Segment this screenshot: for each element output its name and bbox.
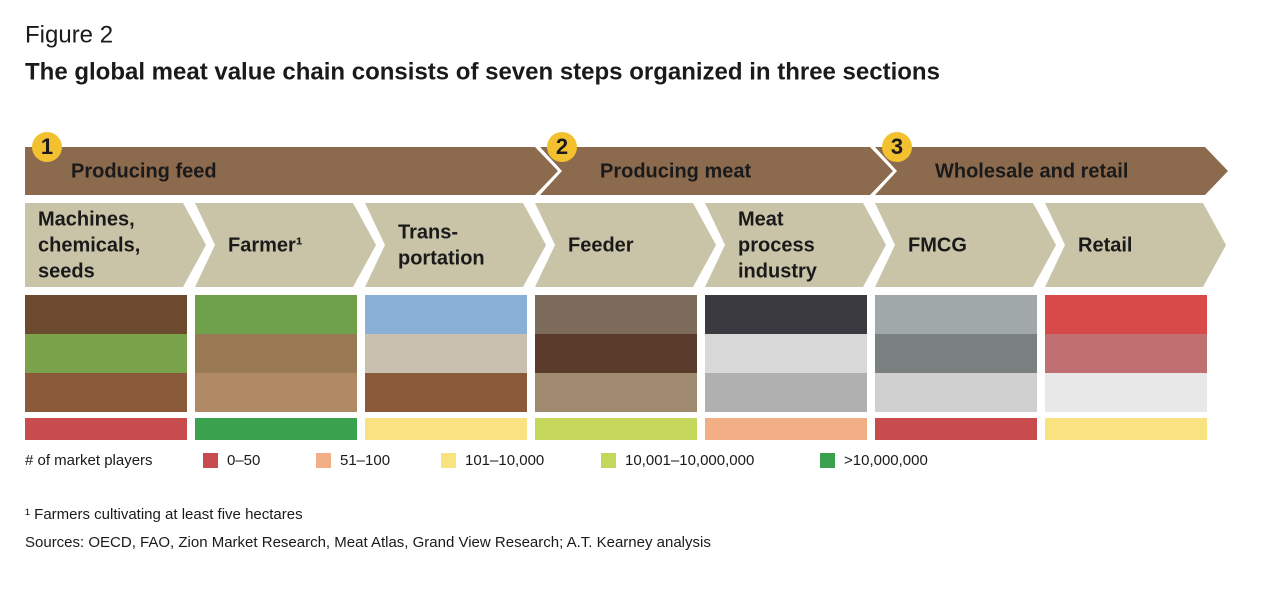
- legend-label: 10,001–10,000,000: [625, 452, 754, 469]
- section-number: 1: [41, 134, 53, 159]
- step-label: portation: [398, 247, 485, 269]
- legend-swatch: [601, 453, 616, 468]
- step-photo: [1045, 334, 1207, 373]
- section-label: Wholesale and retail: [935, 160, 1128, 182]
- step-label: seeds: [38, 260, 95, 282]
- step-photo: [25, 334, 187, 373]
- legend-label: >10,000,000: [844, 452, 928, 469]
- section-label: Producing meat: [600, 160, 751, 182]
- legend-swatch: [203, 453, 218, 468]
- figure-title: The global meat value chain consists of …: [25, 58, 940, 85]
- step-label: FMCG: [908, 234, 967, 256]
- step-photo: [875, 334, 1037, 373]
- figure-label: Figure 2: [25, 21, 113, 48]
- player-bar: [25, 418, 187, 440]
- step-arrow: [875, 203, 1056, 287]
- step-photo: [365, 295, 527, 334]
- step-photo: [1045, 373, 1207, 412]
- player-bar: [535, 418, 697, 440]
- section-badge: [32, 132, 62, 162]
- step-photo: [705, 295, 867, 334]
- footnote: ¹ Farmers cultivating at least five hect…: [25, 506, 303, 523]
- legend-label: 51–100: [340, 452, 390, 469]
- section-badge: [547, 132, 577, 162]
- legend-swatch: [820, 453, 835, 468]
- step-photo: [535, 334, 697, 373]
- step-photo: [705, 334, 867, 373]
- section-arrow: [875, 147, 1228, 195]
- step-arrow: [1045, 203, 1226, 287]
- step-label: Meat: [738, 208, 784, 230]
- player-bar: [195, 418, 357, 440]
- section-number: 3: [891, 134, 903, 159]
- step-photo: [25, 295, 187, 334]
- step-arrow: [365, 203, 546, 287]
- step-photo: [365, 334, 527, 373]
- legend-swatch: [441, 453, 456, 468]
- step-photo: [195, 334, 357, 373]
- step-photo: [1045, 295, 1207, 334]
- step-photo: [195, 373, 357, 412]
- step-photo: [25, 373, 187, 412]
- section-label: Producing feed: [71, 160, 217, 182]
- step-arrow: [25, 203, 206, 287]
- step-photo: [875, 373, 1037, 412]
- legend-label: 101–10,000: [465, 452, 544, 469]
- sources: Sources: OECD, FAO, Zion Market Research…: [25, 534, 711, 551]
- step-photo: [365, 373, 527, 412]
- player-bar: [705, 418, 867, 440]
- step-label: chemicals,: [38, 234, 140, 256]
- step-arrow: [705, 203, 886, 287]
- step-label: Farmer¹: [228, 234, 303, 256]
- step-label: industry: [738, 260, 818, 282]
- player-bar: [365, 418, 527, 440]
- step-photo: [705, 373, 867, 412]
- step-label: Retail: [1078, 234, 1132, 256]
- legend-label: 0–50: [227, 452, 260, 469]
- step-arrow: [195, 203, 376, 287]
- step-photo: [535, 295, 697, 334]
- step-photo: [535, 373, 697, 412]
- legend-title: # of market players: [25, 452, 153, 469]
- section-badge: [882, 132, 912, 162]
- step-arrow: [535, 203, 716, 287]
- player-bar: [1045, 418, 1207, 440]
- section-arrow: [25, 147, 558, 195]
- step-label: process: [738, 234, 815, 256]
- step-photo: [875, 295, 1037, 334]
- section-arrow: [540, 147, 893, 195]
- step-label: Trans-: [398, 221, 458, 243]
- step-photo: [195, 295, 357, 334]
- section-number: 2: [556, 134, 568, 159]
- legend-swatch: [316, 453, 331, 468]
- player-bar: [875, 418, 1037, 440]
- step-label: Machines,: [38, 208, 135, 230]
- step-label: Feeder: [568, 234, 634, 256]
